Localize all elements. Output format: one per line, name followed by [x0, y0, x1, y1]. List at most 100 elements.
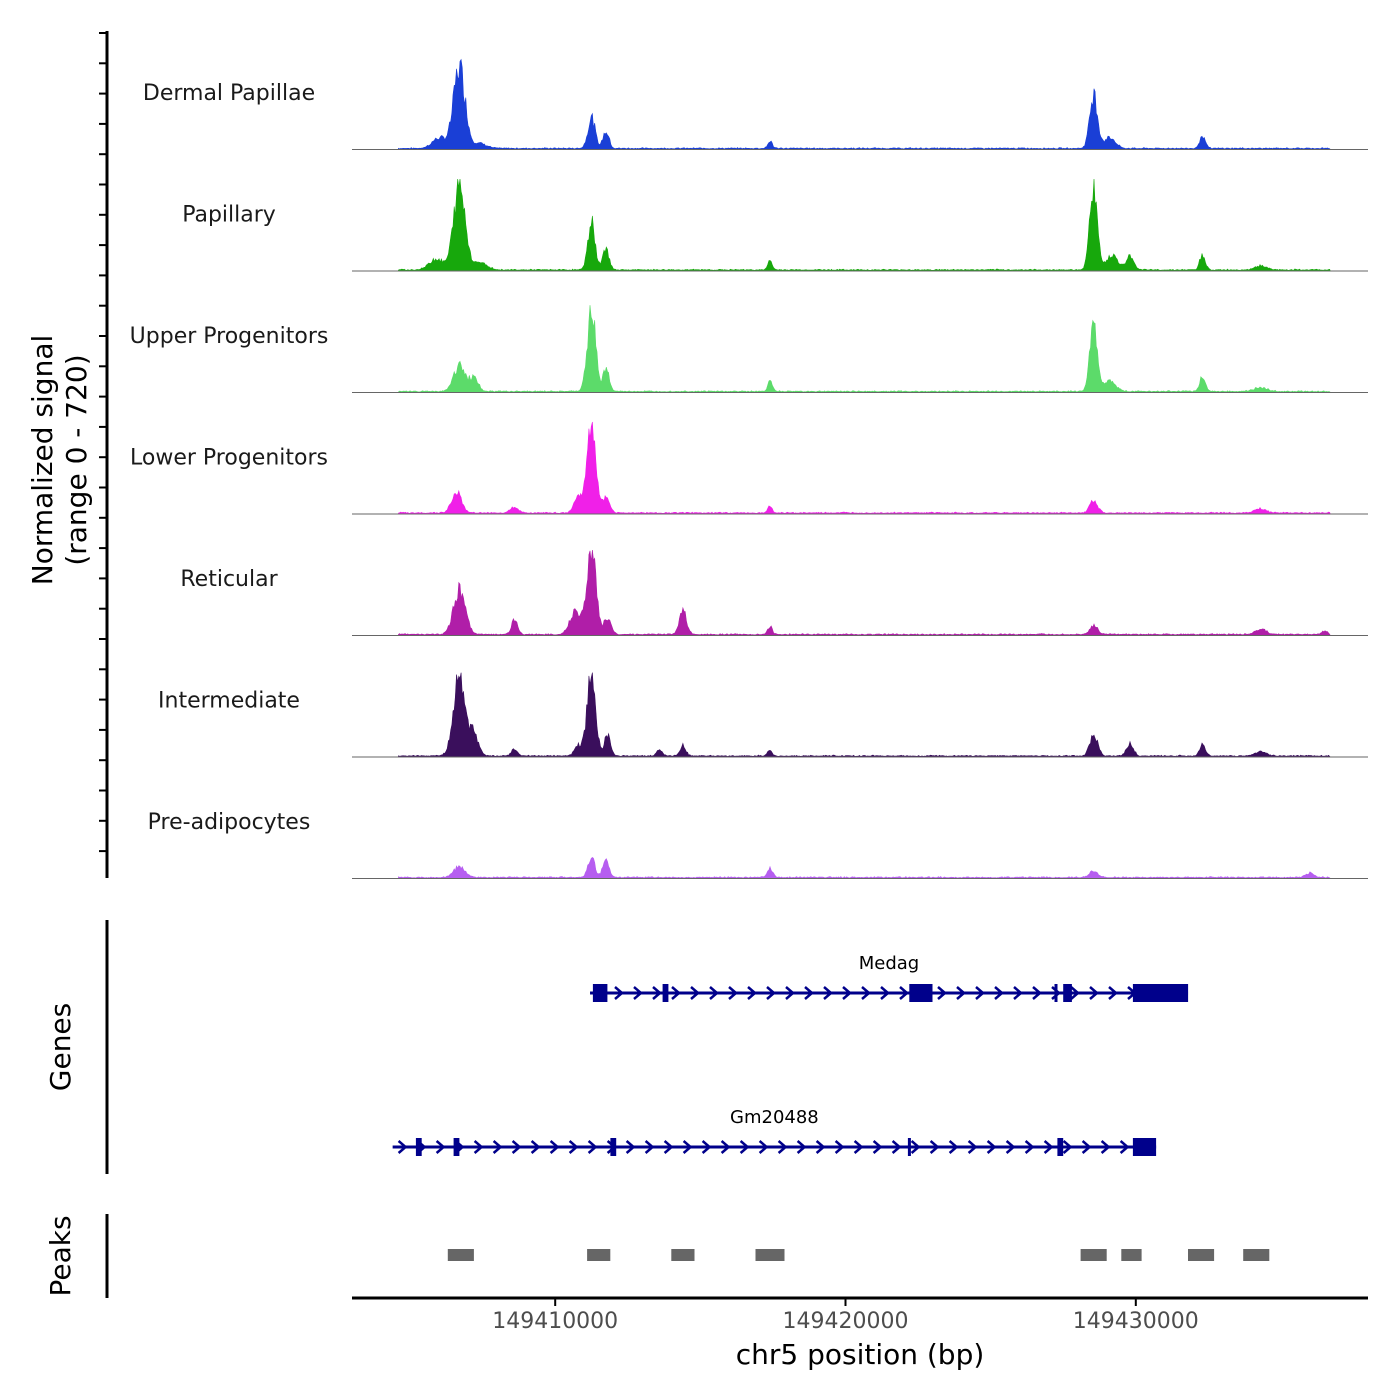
strand-arrow-icon	[967, 1140, 978, 1154]
gene-label-medag: Medag	[859, 953, 920, 974]
strand-arrow-icon	[1032, 986, 1042, 1000]
x-tick-label: 149410000	[492, 1309, 618, 1334]
track-label-intermediate: Intermediate	[158, 689, 300, 714]
strand-arrow-icon	[899, 986, 909, 1000]
strand-arrow-icon	[766, 986, 776, 1000]
strand-arrow-icon	[785, 986, 795, 1000]
signal-area-lower-progenitors	[398, 421, 1331, 515]
strand-arrow-icon	[549, 1140, 560, 1154]
gene-exon	[1132, 984, 1189, 1002]
signal-y-axis	[99, 31, 109, 878]
strand-arrow-icon	[671, 986, 681, 1000]
peak-region	[755, 1249, 785, 1261]
strand-arrow-icon	[842, 986, 852, 1000]
strand-arrow-icon	[511, 1140, 522, 1154]
strand-arrow-icon	[701, 1140, 712, 1154]
strand-arrow-icon	[435, 1140, 446, 1154]
gene-label-gm20488: Gm20488	[730, 1107, 819, 1128]
gene-exon	[1063, 984, 1072, 1002]
strand-arrow-icon	[975, 986, 985, 1000]
track-intermediate: Intermediate	[158, 672, 1368, 758]
genes-track-label: Genes	[44, 1003, 77, 1091]
gene-exon	[592, 984, 608, 1002]
strand-arrow-icon	[682, 1140, 693, 1154]
strand-arrow-icon	[492, 1140, 503, 1154]
x-axis-ticks: 149410000 149420000 149430000	[492, 1298, 1199, 1334]
strand-arrow-icon	[758, 1140, 769, 1154]
peak-region	[447, 1249, 474, 1261]
gene-exon	[415, 1138, 422, 1156]
genes-group: Medag Gm20488	[392, 953, 1189, 1156]
gene-medag: Medag	[590, 953, 1189, 1002]
track-papillary: Papillary	[182, 178, 1368, 272]
strand-arrow-icon	[853, 1140, 864, 1154]
track-dermal-papillae: Dermal Papillae	[143, 58, 1368, 150]
strand-arrow-icon	[994, 986, 1004, 1000]
peak-regions	[447, 1249, 1270, 1261]
signal-area-reticular	[398, 549, 1331, 636]
strand-arrow-icon	[823, 986, 833, 1000]
strand-arrow-icon	[910, 1140, 921, 1154]
strand-arrow-icon	[1070, 986, 1080, 1000]
strand-arrow-icon	[1100, 1140, 1111, 1154]
strand-arrow-icon	[728, 986, 738, 1000]
peaks-track-label: Peaks	[44, 1215, 77, 1296]
track-label-papillary: Papillary	[182, 203, 276, 228]
gene-exon	[453, 1138, 460, 1156]
peaks-panel: Peaks	[44, 1214, 1270, 1298]
strand-arrow-icon	[1013, 986, 1023, 1000]
track-reticular: Reticular	[180, 549, 1368, 636]
strand-arrow-icon	[796, 1140, 807, 1154]
strand-arrow-icon	[1051, 986, 1061, 1000]
strand-arrow-icon	[397, 1140, 408, 1154]
signal-area-papillary	[398, 178, 1331, 272]
y-axis-title-line-2: (range 0 - 720)	[60, 354, 93, 565]
signal-axis-ticks	[99, 32, 107, 853]
strand-arrow-icon	[777, 1140, 788, 1154]
signal-area-upper-progenitors	[398, 305, 1331, 393]
gene-exon	[1132, 1138, 1157, 1156]
strand-arrow-icon	[739, 1140, 750, 1154]
peak-region	[1188, 1249, 1215, 1261]
gene-gm20488: Gm20488	[392, 1107, 1157, 1156]
signal-area-intermediate	[398, 672, 1331, 758]
strand-arrow-icon	[1108, 986, 1118, 1000]
strand-arrow-icon	[948, 1140, 959, 1154]
track-label-reticular: Reticular	[180, 567, 278, 592]
y-axis-title-line-1: Normalized signal	[26, 335, 59, 586]
x-axis: 149410000 149420000 149430000 chr5 positio…	[352, 1296, 1368, 1371]
strand-arrow-icon	[747, 986, 757, 1000]
x-tick-label: 149430000	[1073, 1309, 1199, 1334]
strand-arrow-icon	[929, 1140, 940, 1154]
track-label-dermal-papillae: Dermal Papillae	[143, 81, 315, 106]
strand-arrow-icon	[804, 986, 814, 1000]
strand-arrow-icon	[1005, 1140, 1016, 1154]
strand-arrow-icon	[891, 1140, 902, 1154]
peak-region	[671, 1249, 695, 1261]
signal-area-dermal-papillae	[398, 58, 1331, 150]
strand-arrow-icon	[834, 1140, 845, 1154]
strand-arrow-icon	[720, 1140, 731, 1154]
gene-exon	[662, 984, 669, 1002]
gene-exon	[907, 1138, 911, 1156]
gene-exon	[610, 1138, 617, 1156]
strand-arrow-icon	[1062, 1140, 1073, 1154]
strand-arrow-icon	[530, 1140, 541, 1154]
signal-area-pre-adipocytes	[398, 857, 1331, 879]
track-pre-adipocytes: Pre-adipocytes	[148, 810, 1368, 879]
genes-panel: Genes Medag Gm20488	[44, 920, 1189, 1174]
strand-arrow-icon	[861, 986, 871, 1000]
signal-tracks: Dermal Papillae Papillary Upper Progenitor…	[130, 58, 1368, 879]
track-label-upper-progenitors: Upper Progenitors	[130, 324, 329, 349]
strand-arrow-icon	[625, 1140, 636, 1154]
strand-arrow-icon	[937, 986, 947, 1000]
peak-region	[1243, 1249, 1270, 1261]
gene-exon	[1054, 984, 1058, 1002]
strand-arrow-icon	[986, 1140, 997, 1154]
x-tick-label: 149420000	[783, 1309, 909, 1334]
strand-arrow-icon	[568, 1140, 579, 1154]
y-axis-title: Normalized signal (range 0 - 720)	[26, 335, 93, 586]
strand-arrow-icon	[1089, 986, 1099, 1000]
strand-arrow-icon	[587, 1140, 598, 1154]
strand-arrow-icon	[880, 986, 890, 1000]
